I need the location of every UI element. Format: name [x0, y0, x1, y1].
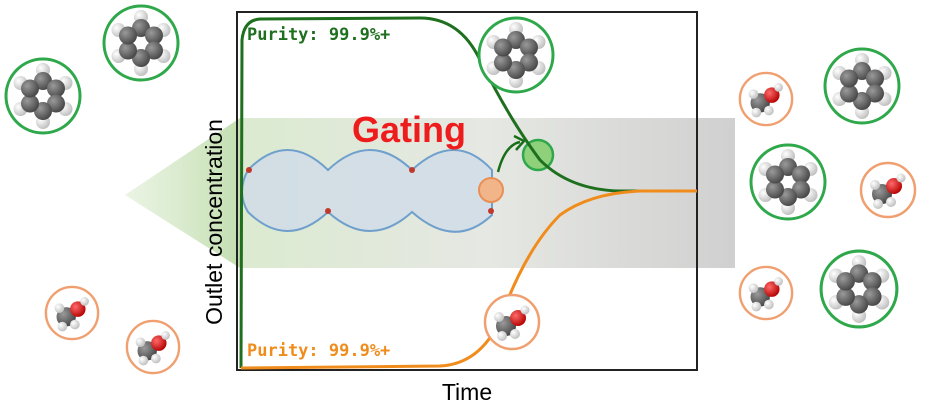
water-molecule	[859, 161, 917, 219]
water-molecule	[44, 285, 100, 341]
projection-cone	[125, 118, 240, 268]
benzene-molecule	[102, 4, 180, 82]
benzene-molecule	[819, 249, 899, 329]
benzene-molecule	[4, 57, 82, 135]
water-molecule	[738, 265, 794, 321]
water-gate	[478, 177, 504, 203]
gating-arrowhead	[513, 134, 527, 151]
benzene-molecule	[749, 143, 827, 221]
gating-arrow	[496, 140, 521, 173]
water-molecule	[125, 319, 181, 375]
water-molecule	[738, 71, 794, 127]
benzene-molecule	[823, 47, 901, 125]
pore-channel	[241, 149, 493, 233]
gating-label: Gating	[352, 109, 466, 150]
water-molecule	[483, 293, 541, 351]
y-axis-label: Outlet concentration	[201, 119, 227, 325]
pore-sites	[246, 167, 494, 214]
top-purity: Purity: 99.9%+	[247, 25, 390, 45]
benzene-molecule	[477, 16, 555, 94]
x-axis-label: Time	[442, 379, 492, 405]
bottom-purity: Purity: 99.9%+	[247, 341, 390, 361]
water-curve	[240, 189, 697, 370]
